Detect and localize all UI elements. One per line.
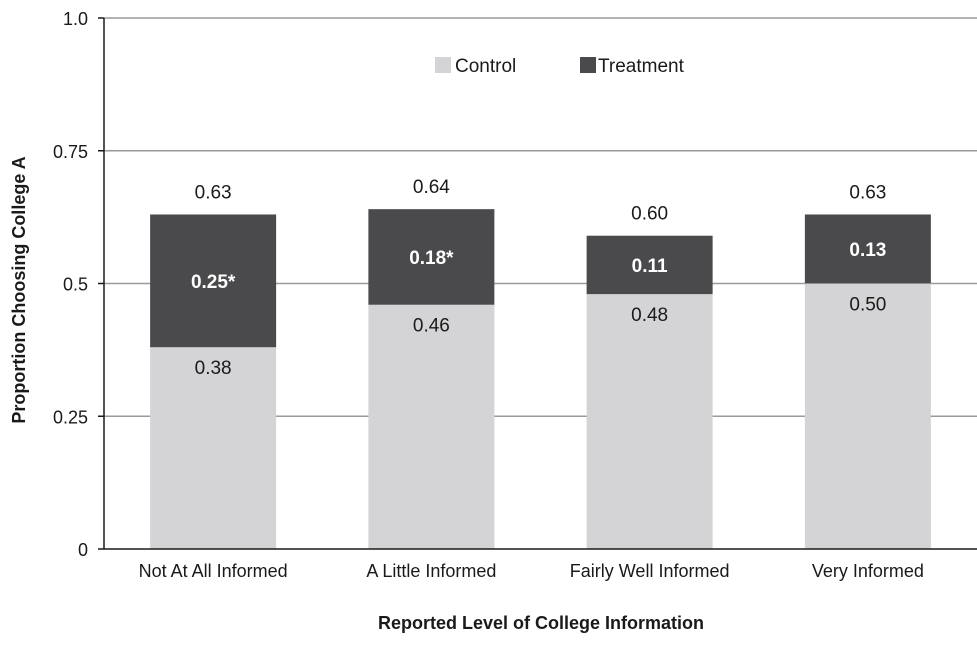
legend-swatch bbox=[580, 57, 596, 73]
x-axis-title: Reported Level of College Information bbox=[378, 613, 704, 633]
bar-treatment bbox=[368, 209, 495, 305]
bar-control bbox=[586, 294, 713, 549]
y-tick-label: 0.25 bbox=[53, 407, 88, 427]
x-tick-label: A Little Informed bbox=[366, 561, 496, 581]
data-label-treatment: 0.11 bbox=[632, 256, 668, 277]
bar-treatment bbox=[150, 214, 277, 348]
data-labels: 0.38 0.25* 0.63 0.46 0.18* 0.64 0.48 0.11 0.60 0.… bbox=[191, 177, 886, 379]
bar-control bbox=[150, 347, 277, 549]
data-label-total: 0.60 bbox=[631, 204, 668, 225]
legend-label: Control bbox=[455, 56, 516, 77]
y-tick-label: 0.5 bbox=[63, 275, 88, 295]
data-label-control: 0.38 bbox=[195, 358, 232, 379]
x-tick-label: Very Informed bbox=[812, 561, 924, 581]
y-tick-label: 1.0 bbox=[63, 9, 88, 29]
data-label-control: 0.46 bbox=[413, 316, 450, 337]
data-label-control: 0.50 bbox=[849, 295, 886, 316]
y-tick-label: 0 bbox=[78, 540, 88, 560]
data-label-total: 0.63 bbox=[849, 182, 886, 203]
x-tick-labels: Not At All Informed A Little Informed Fair… bbox=[139, 561, 924, 581]
data-label-treatment: 0.18* bbox=[409, 248, 454, 269]
bar-control bbox=[368, 304, 495, 549]
y-axis-title: Proportion Choosing College A bbox=[9, 156, 29, 423]
data-label-treatment: 0.25* bbox=[191, 272, 236, 293]
bar-control bbox=[804, 283, 931, 549]
legend-label: Treatment bbox=[598, 56, 685, 77]
data-label-treatment: 0.13 bbox=[849, 240, 886, 261]
bar-treatment bbox=[586, 235, 713, 295]
y-tick-labels: 0 0.25 0.5 0.75 1.0 bbox=[53, 9, 104, 560]
legend: Control Treatment bbox=[435, 56, 685, 77]
x-tick-label: Fairly Well Informed bbox=[570, 561, 730, 581]
y-tick-label: 0.75 bbox=[53, 142, 88, 162]
data-label-total: 0.63 bbox=[195, 182, 232, 203]
bar-treatment bbox=[804, 214, 931, 284]
x-tick-label: Not At All Informed bbox=[139, 561, 288, 581]
data-label-control: 0.48 bbox=[631, 305, 668, 326]
data-label-total: 0.64 bbox=[413, 177, 450, 198]
legend-swatch bbox=[435, 57, 451, 73]
bars bbox=[150, 209, 931, 549]
